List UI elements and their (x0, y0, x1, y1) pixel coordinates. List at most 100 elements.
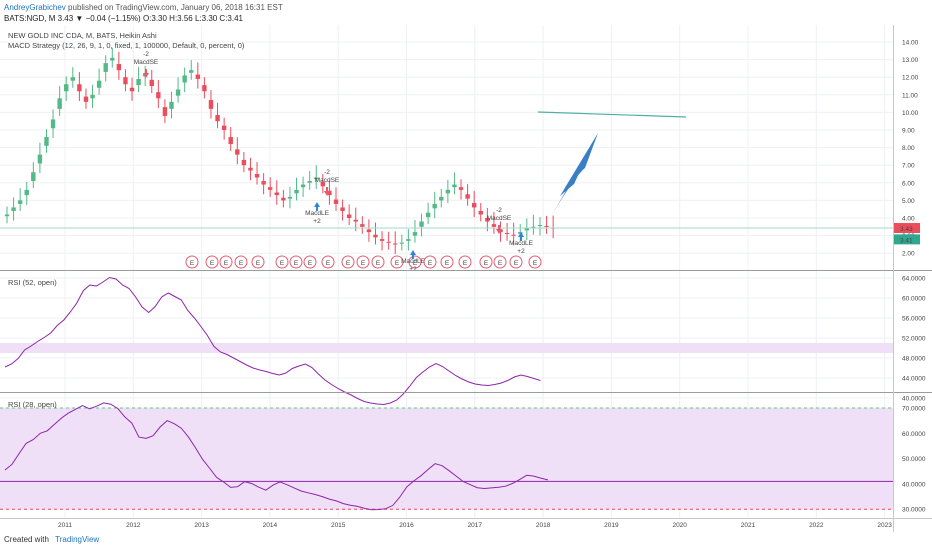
earnings-marker (423, 255, 437, 269)
candle-body (248, 167, 253, 171)
signal-arrow-up-icon (518, 232, 524, 241)
candle-body (110, 57, 115, 61)
candle-body (189, 70, 194, 73)
earnings-marker-label: E (361, 260, 366, 267)
candle-body (136, 78, 141, 86)
signal-label: -2 (496, 207, 502, 214)
y-tick-label: 6.00 (902, 180, 915, 187)
earnings-marker (185, 255, 199, 269)
earnings-marker-label: E (256, 260, 261, 267)
candle-body (24, 189, 29, 196)
candle-body (340, 207, 345, 211)
y-tick-label: 60.0000 (902, 431, 926, 438)
signal-arrow-up-icon (314, 202, 320, 211)
y-tick-label: 56.0000 (902, 316, 926, 323)
candle-body (228, 137, 233, 145)
candle-body (156, 92, 161, 99)
candle-body (524, 228, 530, 231)
rsi28-series (0, 402, 893, 511)
candle-body (458, 187, 464, 190)
signal-label: MacdLE (305, 210, 330, 217)
signal-arrow-down-icon (324, 187, 330, 196)
candle-body (419, 221, 424, 227)
candle-body (327, 190, 332, 196)
author-link[interactable]: AndreyGrabichev (4, 3, 66, 12)
y-tick-label: 40.0000 (902, 396, 926, 403)
candle-body (445, 189, 451, 194)
last-close-tag (894, 234, 920, 245)
candle-body (386, 241, 391, 243)
y-tick-label: 12.00 (902, 75, 919, 82)
rsi52-label: RSI (52, open) (8, 278, 57, 287)
candle-body (70, 77, 75, 81)
candle-body (439, 196, 444, 201)
x-tick-label: 2020 (672, 522, 687, 529)
publish-text: published on TradingView.com, January 06… (68, 3, 283, 12)
earnings-marker (234, 255, 248, 269)
rsi28-band (0, 408, 893, 510)
signal-label: MacdSE (487, 215, 512, 222)
candle-body (366, 229, 372, 233)
candle-body (353, 219, 358, 222)
earnings-marker (440, 255, 454, 269)
candle-body (254, 174, 260, 178)
candle-body (4, 214, 10, 217)
earnings-marker-label: E (514, 260, 519, 267)
y-tick-label: 13.00 (902, 57, 919, 64)
signal-label: +2 (517, 248, 525, 255)
candle-body (432, 203, 437, 209)
earnings-marker (528, 255, 542, 269)
signal-label: MacdSE (134, 59, 159, 66)
candle-body (202, 85, 207, 92)
y-tick-label: 40.0000 (902, 481, 926, 488)
candle-body (116, 64, 122, 71)
candle-body (360, 224, 365, 227)
y-tick-label: 64.0000 (902, 276, 926, 283)
last-price-tag (894, 223, 920, 234)
candle-body (281, 197, 286, 201)
earnings-marker (341, 255, 355, 269)
earnings-marker (205, 255, 219, 269)
candle-body (544, 225, 549, 227)
signal-label: MacdLE (401, 258, 426, 265)
candle-body (37, 154, 43, 164)
candle-body (471, 203, 477, 208)
y-tick-label: 48.0000 (902, 356, 926, 363)
earnings-marker (509, 255, 523, 269)
y-tick-label: 10.00 (902, 110, 919, 117)
chart-title: NEW GOLD INC CDA, M, BATS, Heikin Ashi (8, 31, 157, 40)
candle-body (393, 243, 398, 245)
candle-body (518, 232, 523, 234)
earnings-marker-label: E (413, 260, 418, 267)
x-tick-label: 2011 (58, 522, 72, 529)
earnings-marker (275, 255, 289, 269)
earnings-marker-label: E (239, 260, 244, 267)
candle-body (504, 232, 510, 234)
earnings-marker-label: E (190, 260, 195, 267)
signal-label: MacdSE (315, 177, 340, 184)
y-tick-label: 2.00 (902, 251, 915, 258)
earnings-marker (289, 255, 303, 269)
earnings-marker (479, 255, 493, 269)
last-price-text: 3.43 (900, 226, 913, 233)
tradingview-logo-link[interactable]: TradingView (55, 535, 100, 544)
rsi28-line (4, 402, 549, 511)
earnings-marker (493, 255, 507, 269)
candle-body (399, 242, 404, 244)
earnings-marker (303, 255, 317, 269)
candle-body (465, 194, 470, 199)
candle-body (511, 234, 516, 236)
x-tick-label: 2016 (399, 522, 414, 529)
rsi52-pane[interactable] (0, 272, 893, 391)
candle-body (314, 177, 319, 180)
earnings-marker-label: E (280, 260, 285, 267)
candle-body (452, 184, 457, 188)
earnings-marker-label: E (484, 260, 489, 267)
earnings-marker (390, 255, 404, 269)
candle-body (333, 199, 339, 204)
earnings-marker (251, 255, 265, 269)
candle-body (17, 200, 23, 204)
rsi52-series (0, 276, 893, 406)
signal-arrow-down-icon (496, 225, 502, 234)
